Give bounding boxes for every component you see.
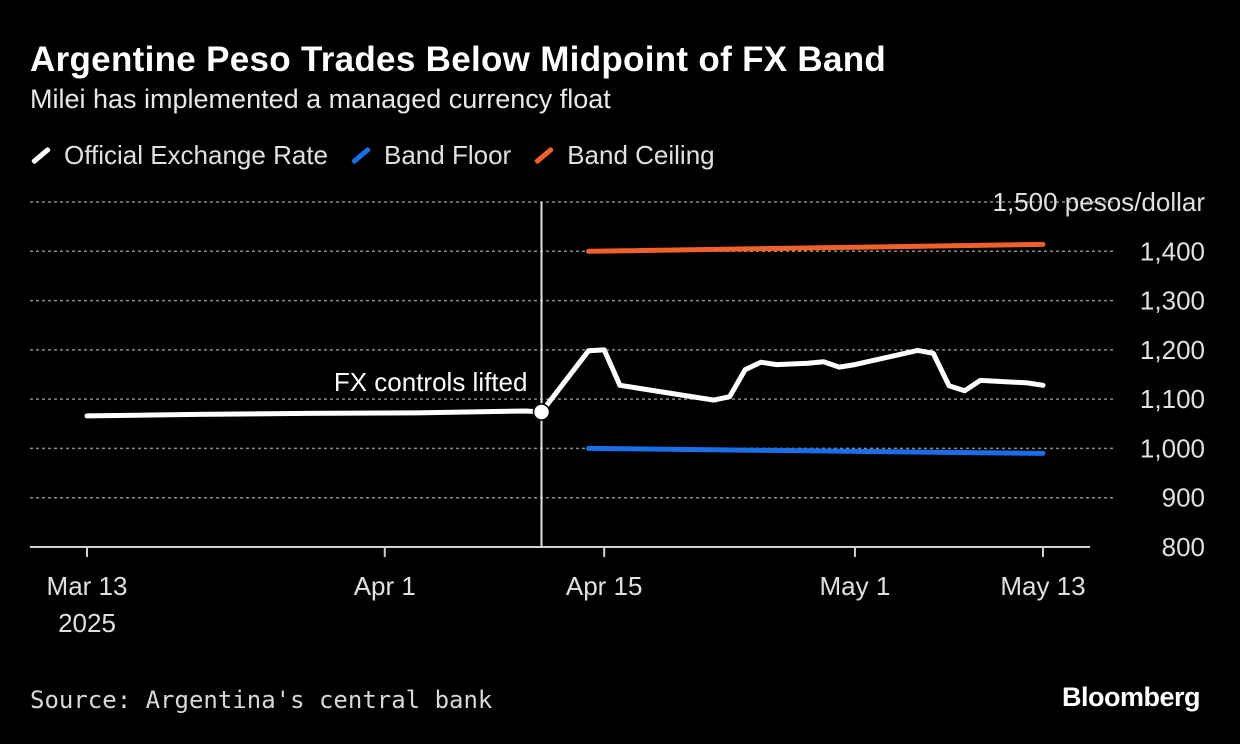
legend-item-official-rate: Official Exchange Rate bbox=[30, 140, 328, 171]
legend-item-band-ceiling: Band Ceiling bbox=[533, 140, 715, 171]
y-tick-label: 1,400 bbox=[1140, 236, 1205, 266]
x-tick-label: Mar 13 bbox=[47, 571, 128, 601]
legend-item-band-floor: Band Floor bbox=[350, 140, 511, 171]
x-tick-label: May 1 bbox=[820, 571, 891, 601]
y-tick-label: 1,200 bbox=[1140, 335, 1205, 365]
y-tick-label: 1,100 bbox=[1140, 384, 1205, 414]
y-tick-label: 800 bbox=[1162, 532, 1205, 562]
y-tick-label: 900 bbox=[1162, 483, 1205, 513]
annotation-label: FX controls lifted bbox=[334, 367, 528, 397]
chart-title: Argentine Peso Trades Below Midpoint of … bbox=[30, 40, 887, 79]
x-tick-label: May 13 bbox=[1000, 571, 1085, 601]
legend-label-official-rate: Official Exchange Rate bbox=[64, 140, 328, 170]
x-tick-sublabel: 2025 bbox=[58, 608, 116, 638]
annotation-marker bbox=[532, 403, 551, 421]
official-rate-line bbox=[84, 347, 1046, 419]
x-tick-label: Apr 15 bbox=[566, 571, 643, 601]
legend: Official Exchange Rate Band Floor Band C… bbox=[30, 140, 737, 171]
band-ceiling-line bbox=[586, 241, 1046, 254]
x-tick-label: Apr 1 bbox=[354, 571, 416, 601]
legend-label-band-floor: Band Floor bbox=[384, 140, 512, 170]
chart-subtitle: Milei has implemented a managed currency… bbox=[30, 84, 611, 114]
y-tick-label: 1,300 bbox=[1140, 286, 1205, 316]
band-floor-line bbox=[586, 445, 1046, 456]
legend-label-band-ceiling: Band Ceiling bbox=[567, 140, 715, 170]
bloomberg-logo: Bloomberg bbox=[1061, 682, 1201, 712]
y-axis-unit-label: 1,500 pesos/dollar bbox=[993, 187, 1206, 217]
y-tick-label: 1,000 bbox=[1140, 433, 1205, 463]
source-note: Source: Argentina's central bank bbox=[30, 686, 493, 714]
